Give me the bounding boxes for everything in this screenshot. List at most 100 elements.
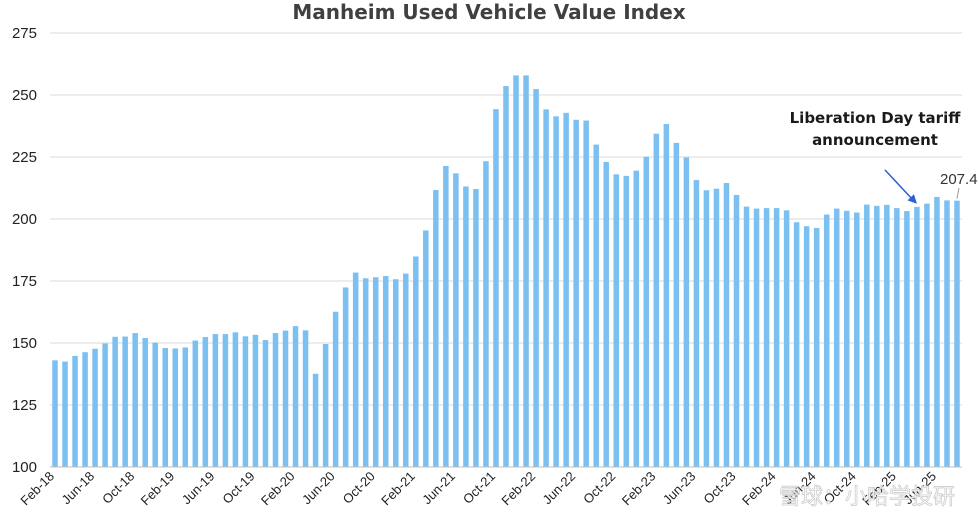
bar [813, 227, 820, 467]
bar [362, 278, 369, 467]
bar [954, 200, 960, 467]
y-tick-label: 200 [12, 211, 37, 228]
y-tick-label: 225 [12, 149, 37, 166]
bar [172, 348, 179, 467]
bar [433, 189, 439, 468]
x-tick-label: Jun-22 [540, 469, 579, 508]
bar [543, 109, 549, 467]
bar [563, 112, 569, 468]
bar [833, 208, 840, 467]
y-tick-label: 100 [12, 459, 37, 476]
bar [753, 208, 760, 467]
bar [533, 89, 539, 468]
bar [693, 180, 700, 467]
x-tick-label: Oct-21 [460, 469, 498, 507]
x-tick-label: Oct-18 [99, 469, 137, 507]
bar [523, 75, 529, 467]
bar [212, 334, 219, 467]
y-tick-label: 150 [12, 335, 37, 352]
annotations: Liberation Day tariff announcement 207.4 [790, 109, 978, 204]
bar [603, 161, 609, 467]
bar [473, 188, 479, 468]
bar [713, 188, 720, 468]
x-tick-label: Feb-21 [378, 469, 418, 509]
x-tick-label: Feb-24 [739, 469, 779, 509]
bar [894, 208, 900, 467]
y-tick-label: 275 [12, 25, 37, 42]
bar [743, 206, 750, 467]
chart-title: Manheim Used Vehicle Value Index [292, 0, 685, 24]
bar [222, 334, 229, 467]
bar [192, 340, 199, 467]
bar [463, 186, 469, 467]
bar [904, 211, 910, 467]
bar [683, 157, 690, 467]
bar [793, 222, 800, 467]
x-tick-label: Jun-20 [299, 469, 338, 508]
x-tick-label: Jun-19 [179, 469, 218, 508]
y-tick-label: 175 [12, 273, 37, 290]
bar [663, 124, 670, 468]
bar [332, 311, 339, 467]
bar [513, 75, 519, 467]
bar [924, 203, 930, 467]
x-tick-label: Jun-23 [660, 469, 699, 508]
bar [673, 142, 680, 468]
bar [132, 333, 138, 467]
bar [763, 208, 770, 467]
bar [292, 326, 299, 467]
bar [623, 175, 630, 467]
annotation-arrowhead [907, 194, 917, 204]
bar [322, 343, 329, 467]
x-tick-label: Jun-21 [419, 469, 458, 508]
annotation-line-1: Liberation Day tariff [790, 109, 962, 127]
bar [52, 360, 58, 467]
bar [252, 334, 259, 467]
bar [733, 194, 740, 467]
bar [884, 204, 890, 468]
bar [803, 226, 810, 467]
bar [232, 332, 239, 467]
bar [182, 347, 189, 467]
bar [352, 272, 359, 467]
x-tick-label: Feb-20 [258, 469, 298, 509]
bar [142, 338, 148, 467]
bar [613, 174, 619, 468]
annotation-arrow [884, 169, 914, 201]
x-tick-label: Oct-22 [580, 469, 618, 507]
bar [92, 348, 98, 467]
bar [643, 156, 650, 467]
bar [453, 173, 459, 467]
x-tick-label: Oct-23 [700, 469, 738, 507]
bar [202, 337, 209, 467]
bar [82, 352, 88, 467]
y-tick-label: 125 [12, 397, 37, 414]
bar [393, 279, 399, 467]
bar [62, 361, 68, 467]
bar [112, 336, 118, 467]
watermark: 雪球：小哈学投研 [779, 484, 955, 509]
bar [242, 336, 249, 467]
x-tick-label: Feb-22 [498, 469, 538, 509]
bar [573, 119, 579, 468]
bar [503, 86, 509, 467]
bar [72, 355, 78, 467]
bar [864, 204, 870, 467]
bar [723, 183, 730, 468]
bar [944, 200, 950, 467]
bar [553, 116, 559, 467]
bar [312, 373, 319, 467]
bar [162, 347, 169, 467]
annotation-line-2: announcement [812, 131, 938, 149]
bar [152, 342, 158, 467]
bar [823, 214, 830, 467]
bar [843, 210, 850, 467]
bar [423, 230, 429, 467]
bar [413, 256, 419, 467]
bar [593, 144, 599, 467]
bar [102, 343, 108, 467]
bar [934, 196, 940, 467]
x-tick-label: Oct-19 [219, 469, 257, 507]
bar [403, 273, 409, 467]
